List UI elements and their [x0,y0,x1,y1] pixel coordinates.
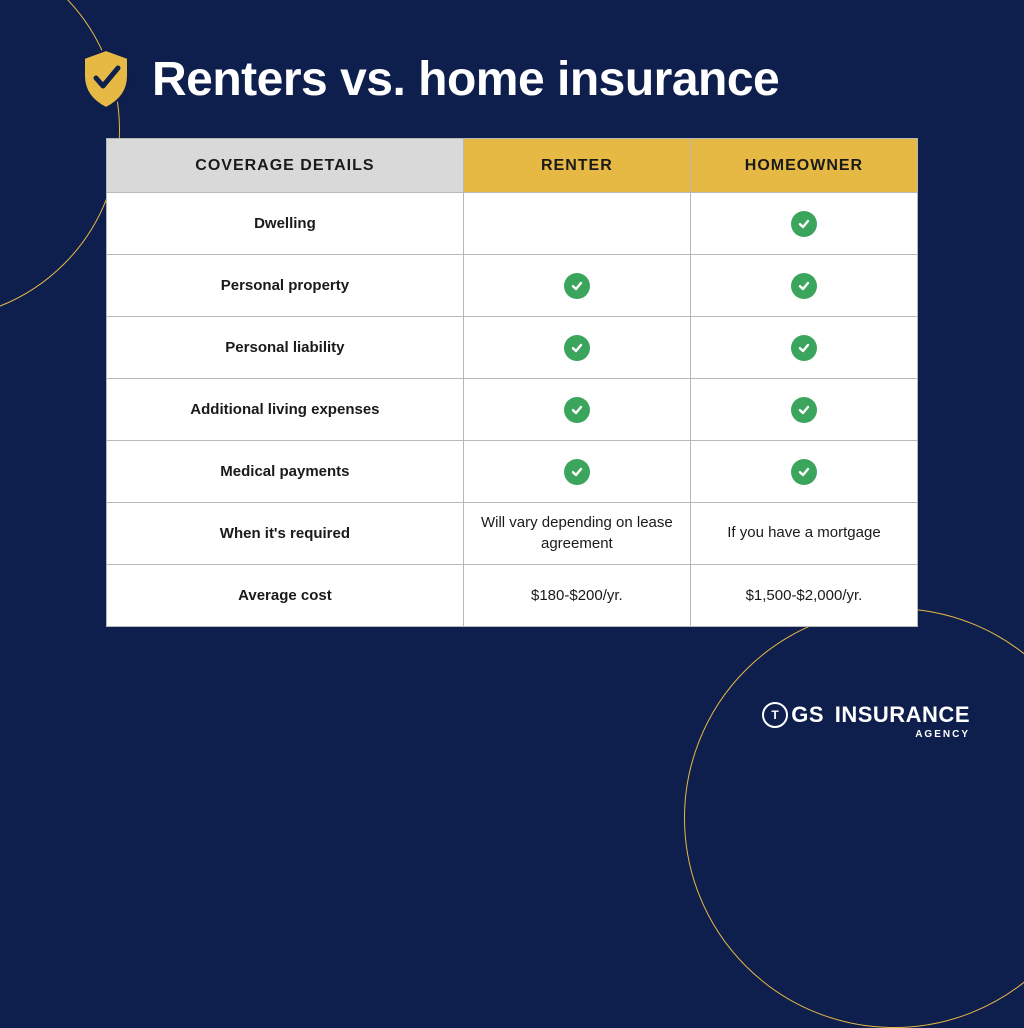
cell-homeowner [690,317,917,379]
check-icon [564,459,590,485]
brand-logo-main: TGS INSURANCE [762,702,970,728]
table-row: Average cost$180-$200/yr.$1,500-$2,000/y… [107,565,918,627]
row-label: Personal property [107,255,464,317]
table-header-row: COVERAGE DETAILS RENTER HOMEOWNER [107,139,918,193]
header: Renters vs. home insurance [78,48,779,110]
col-header-renter: RENTER [463,139,690,193]
cell-renter: $180-$200/yr. [463,565,690,627]
cell-homeowner [690,255,917,317]
col-header-coverage: COVERAGE DETAILS [107,139,464,193]
row-label: Medical payments [107,441,464,503]
cell-renter [463,441,690,503]
check-icon [564,397,590,423]
check-icon [564,335,590,361]
brand-logo: TGS INSURANCE AGENCY [762,702,970,740]
brand-logo-badge: T [762,702,788,728]
table-row: Personal liability [107,317,918,379]
cell-renter [463,255,690,317]
table-row: Medical payments [107,441,918,503]
table-row: When it's requiredWill vary depending on… [107,503,918,565]
brand-logo-suffix: GS [791,704,824,726]
comparison-table: COVERAGE DETAILS RENTER HOMEOWNER Dwelli… [106,138,918,627]
row-label: Additional living expenses [107,379,464,441]
check-icon [791,211,817,237]
cell-renter [463,193,690,255]
cell-renter [463,379,690,441]
cell-homeowner [690,441,917,503]
decorative-curve-bottom-right [684,608,1024,1028]
brand-logo-word: INSURANCE [835,704,970,726]
cell-homeowner: $1,500-$2,000/yr. [690,565,917,627]
shield-check-icon [78,48,134,110]
check-icon [791,459,817,485]
cell-homeowner: If you have a mortgage [690,503,917,565]
check-icon [791,273,817,299]
brand-logo-sub: AGENCY [762,730,970,740]
check-icon [564,273,590,299]
cell-homeowner [690,379,917,441]
table-row: Personal property [107,255,918,317]
page-title: Renters vs. home insurance [152,52,779,107]
row-label: When it's required [107,503,464,565]
cell-renter [463,317,690,379]
table-row: Additional living expenses [107,379,918,441]
row-label: Dwelling [107,193,464,255]
row-label: Personal liability [107,317,464,379]
cell-homeowner [690,193,917,255]
table-row: Dwelling [107,193,918,255]
cell-renter: Will vary depending on lease agreement [463,503,690,565]
row-label: Average cost [107,565,464,627]
check-icon [791,335,817,361]
col-header-homeowner: HOMEOWNER [690,139,917,193]
check-icon [791,397,817,423]
